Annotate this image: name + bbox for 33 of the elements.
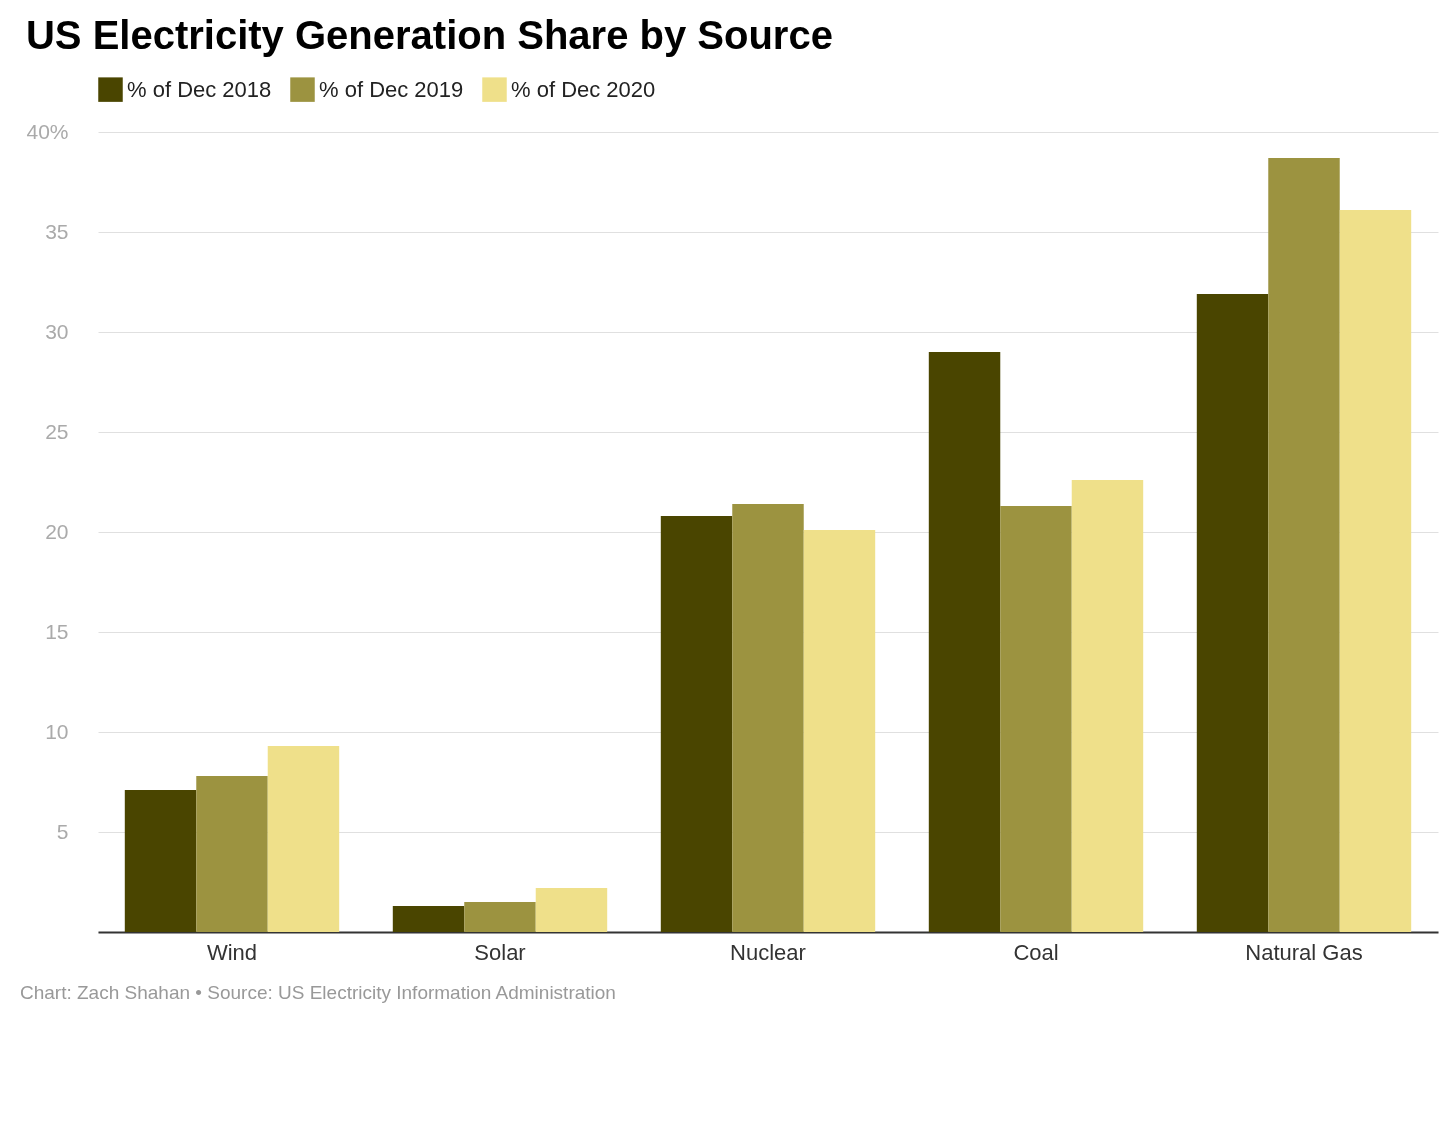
- bar: [535, 888, 608, 932]
- bar: [660, 516, 733, 932]
- bar: [1196, 294, 1269, 932]
- y-tick-label: 10: [45, 719, 69, 743]
- bar: [1071, 480, 1144, 932]
- bar: [1339, 210, 1412, 932]
- y-tick-label: 15: [45, 619, 69, 643]
- bar: [1000, 506, 1072, 932]
- bar: [124, 790, 197, 932]
- bar: [392, 906, 465, 932]
- bar: [928, 352, 1001, 932]
- bar: [464, 902, 536, 932]
- x-tick-label: Nuclear: [730, 939, 806, 965]
- x-tick-label: Solar: [474, 939, 526, 965]
- bar: [267, 746, 340, 932]
- y-tick-label: 30: [45, 319, 69, 343]
- y-tick-label: 25: [45, 419, 69, 443]
- legend-label: % of Dec 2020: [511, 76, 656, 102]
- y-tick-label: 35: [45, 219, 69, 243]
- x-tick-label: Natural Gas: [1245, 939, 1363, 965]
- bar: [803, 530, 876, 932]
- x-tick-label: Wind: [206, 939, 258, 965]
- legend-label: % of Dec 2019: [319, 76, 464, 102]
- text: Chart: Zach Shahan • Source: US Electricity Information Administration: [20, 982, 617, 1004]
- y-tick-label: 5: [56, 819, 69, 843]
- x-tick-label: Coal: [1013, 939, 1059, 965]
- y-tick-label: 40%: [26, 119, 69, 143]
- y-tick-label: 20: [45, 519, 69, 543]
- bar: [732, 504, 804, 932]
- legend-label: % of Dec 2018: [127, 76, 272, 102]
- bar: [196, 776, 268, 932]
- bar: [1268, 158, 1340, 932]
- chart-title: US Electricity Generation Share by Source: [25, 13, 833, 57]
